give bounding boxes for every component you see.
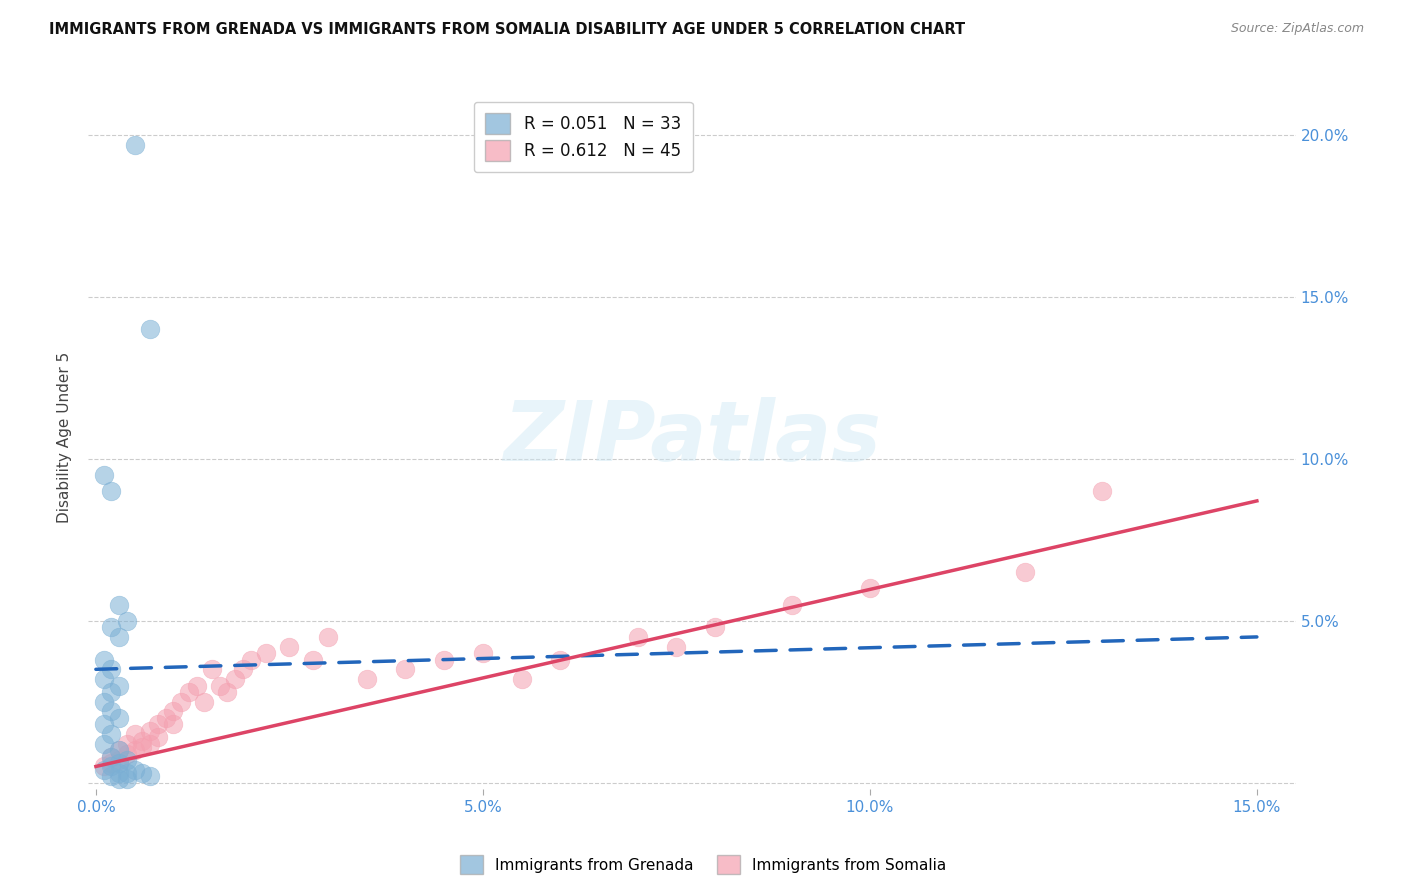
Point bbox=[93, 737, 115, 751]
Point bbox=[108, 772, 131, 787]
Point bbox=[162, 717, 184, 731]
Point bbox=[100, 727, 122, 741]
Point bbox=[100, 620, 122, 634]
Point bbox=[100, 705, 122, 719]
Point bbox=[177, 685, 200, 699]
Text: IMMIGRANTS FROM GRENADA VS IMMIGRANTS FROM SOMALIA DISABILITY AGE UNDER 5 CORREL: IMMIGRANTS FROM GRENADA VS IMMIGRANTS FR… bbox=[49, 22, 966, 37]
Point bbox=[108, 630, 131, 644]
Point bbox=[232, 662, 254, 676]
Point bbox=[93, 759, 115, 773]
Point bbox=[131, 733, 153, 747]
Point bbox=[510, 672, 533, 686]
Point bbox=[115, 737, 138, 751]
Point bbox=[93, 672, 115, 686]
Text: Source: ZipAtlas.com: Source: ZipAtlas.com bbox=[1230, 22, 1364, 36]
Point bbox=[100, 759, 122, 773]
Point bbox=[471, 646, 494, 660]
Y-axis label: Disability Age Under 5: Disability Age Under 5 bbox=[58, 352, 72, 524]
Point bbox=[108, 743, 131, 757]
Point bbox=[100, 685, 122, 699]
Point bbox=[146, 717, 169, 731]
Point bbox=[433, 652, 456, 666]
Point bbox=[93, 652, 115, 666]
Point bbox=[254, 646, 277, 660]
Point bbox=[301, 652, 323, 666]
Point bbox=[162, 705, 184, 719]
Point bbox=[131, 766, 153, 780]
Point bbox=[278, 640, 301, 654]
Legend: Immigrants from Grenada, Immigrants from Somalia: Immigrants from Grenada, Immigrants from… bbox=[454, 849, 952, 880]
Point bbox=[124, 727, 146, 741]
Point bbox=[316, 630, 339, 644]
Point bbox=[155, 711, 177, 725]
Point bbox=[131, 739, 153, 754]
Point bbox=[108, 756, 131, 771]
Point bbox=[115, 747, 138, 761]
Point bbox=[124, 743, 146, 757]
Point bbox=[108, 753, 131, 767]
Point bbox=[170, 695, 193, 709]
Point bbox=[548, 652, 571, 666]
Legend: R = 0.051   N = 33, R = 0.612   N = 45: R = 0.051 N = 33, R = 0.612 N = 45 bbox=[474, 102, 693, 172]
Point bbox=[224, 672, 246, 686]
Point bbox=[139, 723, 162, 738]
Point bbox=[93, 763, 115, 777]
Point bbox=[100, 484, 122, 499]
Point bbox=[108, 711, 131, 725]
Point bbox=[100, 662, 122, 676]
Point bbox=[627, 630, 650, 644]
Point bbox=[186, 679, 208, 693]
Point bbox=[108, 679, 131, 693]
Point bbox=[704, 620, 727, 634]
Point bbox=[115, 614, 138, 628]
Point bbox=[859, 582, 882, 596]
Point bbox=[217, 685, 239, 699]
Point bbox=[139, 322, 162, 336]
Point bbox=[193, 695, 215, 709]
Point bbox=[208, 679, 231, 693]
Point bbox=[108, 598, 131, 612]
Point bbox=[239, 652, 262, 666]
Point bbox=[139, 737, 162, 751]
Point bbox=[108, 766, 131, 780]
Point bbox=[782, 598, 804, 612]
Point bbox=[93, 468, 115, 483]
Point bbox=[146, 731, 169, 745]
Point bbox=[1014, 565, 1036, 579]
Point bbox=[93, 695, 115, 709]
Point bbox=[394, 662, 416, 676]
Point bbox=[115, 766, 138, 780]
Point bbox=[665, 640, 688, 654]
Point bbox=[100, 756, 122, 771]
Point bbox=[100, 769, 122, 783]
Point bbox=[124, 137, 146, 152]
Text: ZIPatlas: ZIPatlas bbox=[503, 397, 880, 478]
Point bbox=[100, 749, 122, 764]
Point bbox=[201, 662, 224, 676]
Point bbox=[100, 749, 122, 764]
Point bbox=[124, 763, 146, 777]
Point bbox=[1091, 484, 1114, 499]
Point bbox=[108, 743, 131, 757]
Point bbox=[115, 753, 138, 767]
Point bbox=[139, 769, 162, 783]
Point bbox=[93, 717, 115, 731]
Point bbox=[115, 772, 138, 787]
Point bbox=[356, 672, 378, 686]
